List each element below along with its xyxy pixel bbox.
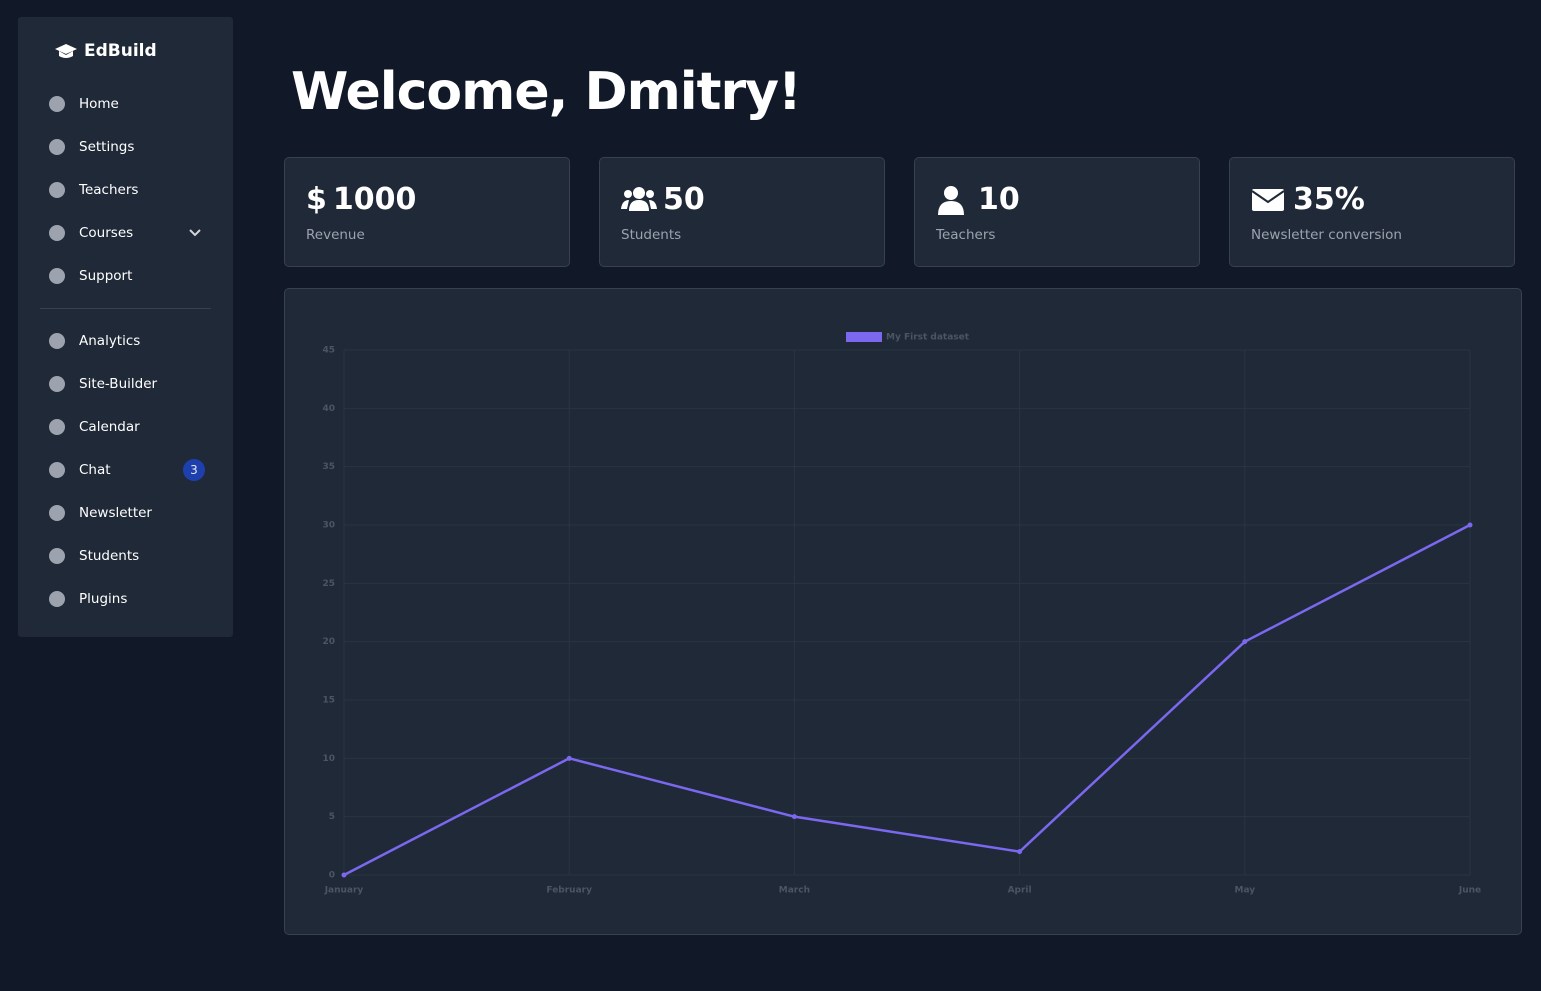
nav-icon — [49, 548, 65, 564]
y-tick-label: 15 — [322, 696, 335, 706]
nav-item[interactable]: Site-Builder — [40, 369, 157, 399]
chevron — [189, 229, 201, 237]
nav-label: Calendar — [79, 419, 140, 435]
nav-item[interactable]: Newsletter — [40, 498, 152, 528]
nav-item[interactable]: Courses — [40, 218, 133, 248]
point — [1017, 849, 1023, 855]
point — [791, 814, 797, 820]
y-tick-label: 25 — [322, 579, 335, 589]
y-tick-label: 5 — [329, 812, 335, 822]
point — [1242, 639, 1248, 645]
nav-item[interactable]: Students — [40, 541, 139, 571]
x-tick-label: May — [1234, 886, 1255, 896]
stat-card: 10 Teachers — [914, 157, 1200, 267]
chat-badge: 3 — [183, 459, 205, 481]
y-tick-label: 30 — [322, 521, 335, 531]
nav-icon — [49, 225, 65, 241]
nav-item[interactable]: Home — [40, 89, 119, 119]
y-tick-label: 35 — [322, 462, 335, 472]
nav-item[interactable]: Settings — [40, 132, 134, 162]
y-tick-label: 10 — [322, 754, 335, 764]
brand-icon — [55, 44, 77, 58]
brand-name: EdBuild — [84, 41, 157, 61]
line — [343, 523, 1471, 877]
nav-label: Settings — [79, 139, 135, 155]
chart-card: 0 5 10 15 20 25 30 35 40 45 January February March Ap… — [284, 288, 1522, 935]
stat-value: 10 — [936, 182, 1020, 217]
legend-swatch — [846, 332, 882, 342]
nav-item[interactable]: Chat — [40, 455, 111, 485]
chevron-path — [189, 229, 201, 237]
sidebar: EdBuild Home Settings Teachers Courses Suppo… — [18, 17, 233, 637]
stat-card: 35% Newsletter conversion — [1229, 157, 1515, 267]
nav-icon — [49, 139, 65, 155]
x-tick-label: June — [1458, 886, 1481, 896]
x-tick-label: January — [324, 886, 364, 896]
stat-label: Revenue — [306, 227, 365, 243]
chart: 0 5 10 15 20 25 30 35 40 45 January February March Ap… — [322, 332, 1481, 896]
y-tick-label: 40 — [322, 404, 335, 414]
x-tick-label: April — [1008, 886, 1032, 896]
legend-label: My First dataset — [886, 333, 970, 343]
stat-label: Newsletter conversion — [1251, 227, 1402, 243]
stat-number: 1000 — [332, 182, 417, 217]
nav-label: Newsletter — [79, 505, 152, 521]
nav-label: Plugins — [79, 591, 128, 607]
stat-label: Teachers — [936, 227, 996, 243]
nav-label: Site-Builder — [79, 376, 158, 392]
y-tick-label: 45 — [322, 346, 335, 356]
stat-icon — [621, 186, 657, 211]
stat-value: 50 — [621, 182, 705, 217]
nav-label: Chat — [79, 462, 111, 478]
nav-icon — [49, 376, 65, 392]
point — [566, 755, 572, 761]
nav-item[interactable]: Plugins — [40, 584, 127, 614]
stat-card: 50 Students — [599, 157, 885, 267]
nav-icon — [49, 462, 65, 478]
nav-item[interactable]: Calendar — [40, 412, 140, 442]
stat-label: Students — [621, 227, 682, 243]
nav-label: Students — [79, 548, 140, 564]
y-tick-label: 0 — [329, 871, 335, 881]
stat-card: $1000 Revenue — [284, 157, 570, 267]
nav-icon — [49, 182, 65, 198]
stat-icon — [1251, 188, 1285, 211]
nav-icon — [49, 333, 65, 349]
divider — [40, 308, 211, 309]
x-tick-label: February — [546, 886, 592, 896]
nav-label: Analytics — [79, 333, 141, 349]
nav-label: Home — [79, 96, 119, 112]
nav-icon — [49, 419, 65, 435]
nav-icon — [49, 268, 65, 284]
y-tick-label: 20 — [322, 637, 335, 647]
stat-value: $1000 — [306, 182, 416, 217]
nav-icon — [49, 96, 65, 112]
nav-item[interactable]: Teachers — [40, 175, 138, 205]
stat-number: 50 — [663, 182, 705, 217]
point — [341, 872, 347, 878]
stat-icon: $ — [306, 182, 327, 217]
nav-icon — [49, 505, 65, 521]
nav-label: Courses — [79, 225, 134, 241]
welcome-title: Welcome, Dmitry! — [291, 62, 802, 122]
nav-item[interactable]: Analytics — [40, 326, 140, 356]
nav-label: Teachers — [79, 182, 139, 198]
nav-label: Support — [79, 268, 133, 284]
stat-number: 10 — [978, 182, 1020, 217]
stat-value: 35% — [1251, 182, 1365, 217]
point — [1467, 522, 1473, 528]
stat-icon — [938, 185, 964, 215]
x-tick-label: March — [779, 886, 810, 896]
nav-icon — [49, 591, 65, 607]
nav-item[interactable]: Support — [40, 261, 132, 291]
brand[interactable]: EdBuild — [54, 41, 157, 61]
stat-number: 35% — [1293, 182, 1365, 217]
